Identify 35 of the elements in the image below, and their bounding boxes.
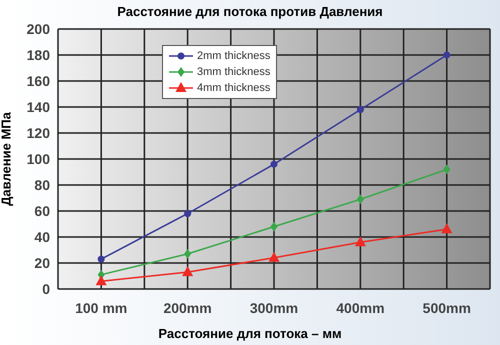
x-tick-label: 400mm: [336, 300, 385, 316]
point: [96, 275, 107, 286]
x-axis-title: Расстояние для потока – мм: [157, 326, 343, 341]
x-tick-label: 300mm: [250, 300, 298, 316]
point: [182, 266, 194, 276]
y-tick-label: 0: [42, 280, 50, 297]
y-tick-label: 100: [26, 150, 50, 167]
x-tick-label: 200mm: [163, 300, 212, 316]
point: [270, 160, 278, 168]
point: [356, 194, 364, 204]
y-tick-label: 160: [26, 72, 50, 89]
y-tick-label: 60: [34, 202, 50, 219]
y-tick-label: 20: [34, 254, 50, 271]
point: [443, 52, 450, 58]
y-axis-title: Давление МПа: [0, 111, 14, 206]
y-tick-label: 140: [26, 98, 50, 115]
point: [268, 252, 280, 262]
y-tick-label: 180: [26, 46, 50, 63]
chart-title: Расстояние для потока против Давления: [116, 4, 384, 19]
x-tick-label: 500mm: [422, 300, 471, 316]
legend-label: 3mm thickness: [197, 65, 270, 79]
point: [354, 236, 366, 246]
x-tick-label: 100 mm: [75, 300, 128, 316]
point: [443, 164, 450, 174]
legend-label: 2mm thickness: [197, 49, 270, 63]
y-tick-label: 40: [34, 228, 50, 245]
point: [98, 256, 105, 263]
y-tick-label: 120: [26, 124, 50, 141]
point: [441, 223, 452, 234]
legend-label: 4mm thickness: [197, 81, 270, 95]
point: [356, 106, 364, 114]
point: [184, 248, 192, 259]
y-tick-label: 80: [34, 176, 50, 193]
point: [184, 210, 192, 218]
y-tick-label: 200: [26, 20, 50, 37]
